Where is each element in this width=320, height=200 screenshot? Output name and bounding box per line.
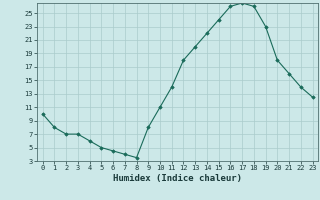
X-axis label: Humidex (Indice chaleur): Humidex (Indice chaleur) [113, 174, 242, 183]
